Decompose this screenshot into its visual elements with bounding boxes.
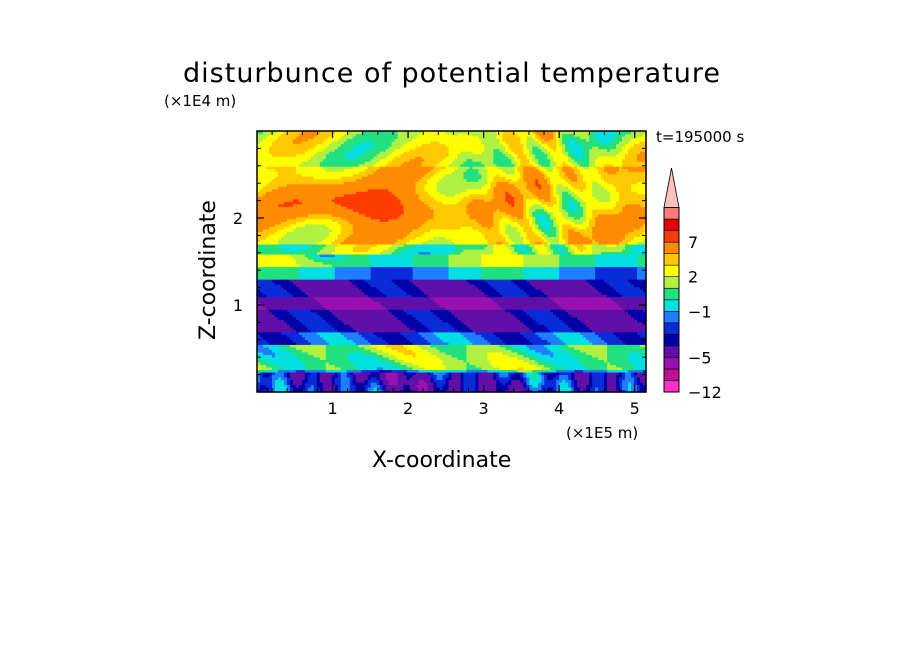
colorbar-segment [663, 230, 680, 243]
colorbar-segment [663, 380, 680, 393]
y-tick-label: 2 [233, 209, 243, 228]
colorbar-segment [663, 287, 680, 301]
chart-title: disturbunce of potential temperature [183, 58, 721, 89]
colorbar-segment [663, 207, 680, 220]
x-unit-label: (×1E5 m) [566, 424, 639, 442]
x-tick-label: 1 [327, 399, 337, 418]
colorbar-segment [663, 334, 680, 347]
colorbar-tick-label: 2 [688, 268, 698, 287]
colorbar-extension [663, 167, 680, 208]
x-tick-label: 4 [554, 399, 564, 418]
colorbar-tick-label: −12 [688, 383, 722, 402]
colorbar-segment [663, 276, 680, 289]
colorbar-frame [663, 207, 680, 393]
colorbar-tick-label: 7 [688, 233, 698, 252]
time-annotation: t=195000 s [656, 128, 745, 146]
colorbar-tick-label: −5 [688, 348, 712, 367]
x-tick-label: 2 [403, 399, 413, 418]
colorbar-segment [663, 368, 680, 381]
y-unit-label: (×1E4 m) [164, 92, 237, 110]
colorbar-segment [663, 322, 680, 335]
colorbar-segment [663, 253, 680, 266]
colorbar-segment [663, 345, 680, 358]
contour-field [257, 131, 647, 393]
colorbar-segment [663, 218, 680, 231]
x-axis-label: X-coordinate [372, 448, 512, 473]
colorbar-segment [663, 310, 680, 324]
x-tick-label: 3 [479, 399, 489, 418]
colorbar-segment [663, 264, 680, 278]
colorbar-segment [663, 241, 680, 254]
plot-frame [256, 130, 647, 393]
colorbar-tick-label: −1 [688, 302, 712, 321]
colorbar-segment [663, 357, 680, 370]
y-tick-label: 1 [233, 296, 243, 315]
colorbar-segment [663, 299, 680, 312]
x-tick-label: 5 [630, 399, 640, 418]
